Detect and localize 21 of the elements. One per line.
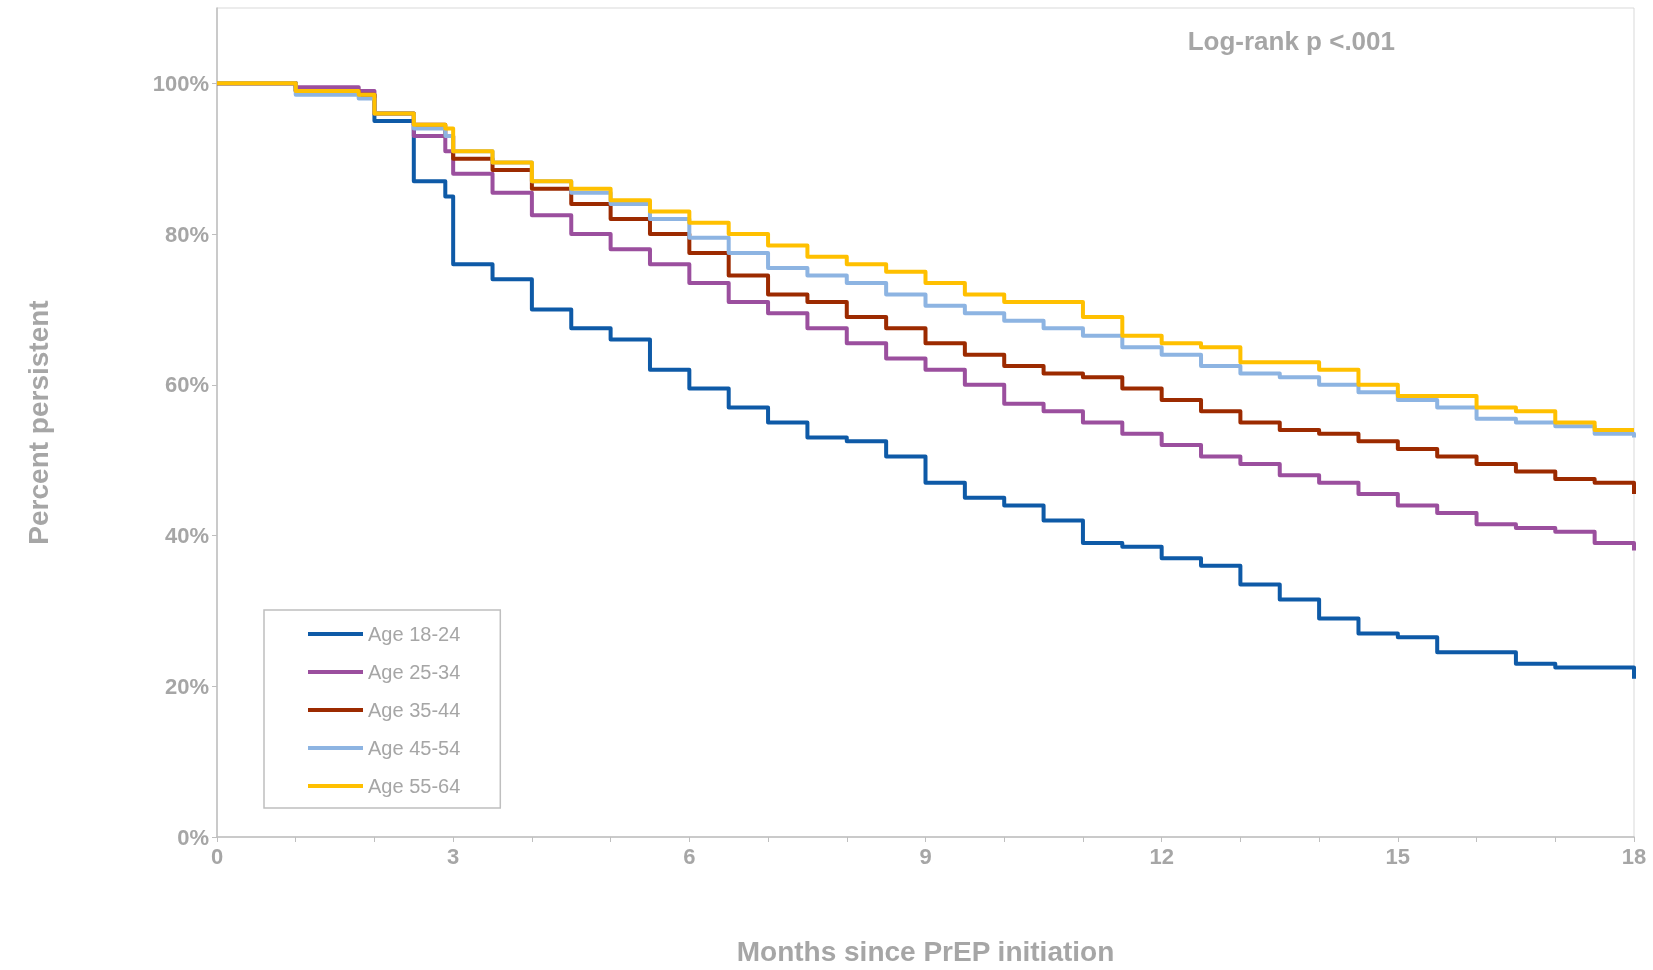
x-tick-label: 3	[447, 843, 460, 869]
x-axis-title: Months since PrEP initiation	[736, 935, 1115, 967]
x-tick-label: 0	[210, 843, 224, 869]
y-tick-label: 60%	[164, 372, 209, 398]
y-axis-title: Percent persistent	[22, 300, 54, 545]
legend-label: Age 55-64	[368, 775, 461, 797]
y-tick-label: 40%	[164, 523, 209, 549]
x-tick-label: 12	[1149, 843, 1174, 869]
x-tick-label: 9	[919, 843, 932, 869]
legend-label: Age 18-24	[368, 623, 461, 645]
x-tick-label: 15	[1385, 843, 1411, 869]
legend-label: Age 25-34	[368, 661, 461, 683]
x-tick-label: 6	[683, 843, 696, 869]
legend-label: Age 45-54	[368, 737, 461, 759]
y-tick-label: 100%	[152, 70, 209, 96]
x-tick-label: 18	[1621, 843, 1647, 869]
legend-label: Age 35-44	[368, 699, 461, 721]
y-tick-label: 0%	[177, 824, 209, 850]
annotation: Log-rank p <.001	[1187, 26, 1395, 56]
y-tick-label: 80%	[164, 221, 209, 247]
y-tick-label: 20%	[164, 673, 209, 699]
